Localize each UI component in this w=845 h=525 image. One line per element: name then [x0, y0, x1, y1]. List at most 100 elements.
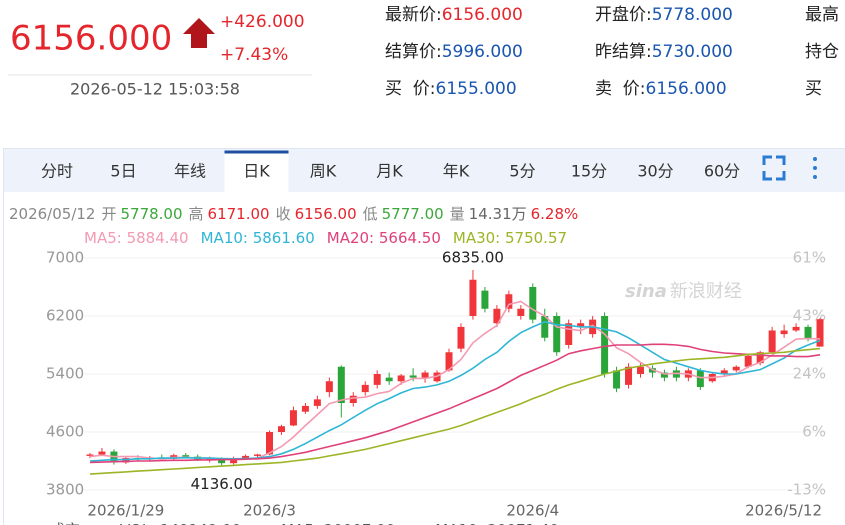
candle-body — [230, 458, 238, 464]
candle-body — [756, 352, 764, 364]
candle-body — [529, 287, 537, 320]
candle-body — [421, 372, 429, 378]
quote-field: 最高 — [805, 5, 839, 25]
volume-header: 成交 VOL: 149149.00 MA5: 20007.00 MA10: 20071… — [50, 521, 559, 525]
tab[interactable]: 年K — [443, 162, 470, 181]
field-value: 6155.000 — [436, 79, 517, 99]
candle-body — [804, 326, 812, 340]
ma-line — [89, 347, 821, 475]
y-tick-label: 6200 — [46, 307, 84, 325]
candle-body — [553, 316, 561, 353]
legend-entry: MA10: 5861.60 — [201, 229, 315, 247]
candle-body — [254, 454, 262, 456]
volume-field: VOL: 149149.00 — [120, 521, 241, 525]
candle-body — [349, 395, 357, 403]
info-value: 5777.00 — [382, 205, 444, 223]
candle-body — [625, 366, 633, 385]
info-value: 5778.00 — [120, 205, 182, 223]
candle-body — [445, 352, 453, 371]
x-tick-label: 2026/3 — [243, 502, 296, 520]
candle-body — [242, 455, 250, 459]
tab[interactable]: 15分 — [571, 162, 607, 181]
field-label: 开盘价: — [595, 5, 652, 25]
y2-tick-label: 61% — [793, 249, 826, 267]
info-value: 6171.00 — [208, 205, 270, 223]
field-value: 5730.000 — [652, 42, 733, 62]
candle-body — [301, 405, 309, 412]
candle-body — [481, 290, 489, 309]
field-label: 持仓 — [805, 42, 839, 62]
tab[interactable]: 日K — [243, 162, 270, 181]
quote-field: 卖 价:6156.000 — [595, 79, 727, 99]
active-tab — [224, 151, 289, 192]
info-label: 低 — [363, 205, 378, 223]
candle-body — [266, 432, 273, 455]
extreme-label: 6835.00 — [442, 248, 504, 266]
candle-body — [732, 366, 740, 371]
candle-body — [601, 316, 609, 374]
more-icon[interactable] — [813, 157, 817, 179]
field-label: 结算价: — [385, 42, 442, 62]
info-label: 高 — [189, 205, 204, 223]
last-price: 6156.000 — [10, 19, 172, 59]
x-tick-label: 2026/5/12 — [745, 502, 822, 520]
candle-body — [517, 308, 525, 316]
candle-body — [469, 279, 477, 316]
tab[interactable]: 5日 — [110, 162, 136, 181]
info-label: 开 — [101, 205, 116, 223]
tab[interactable]: 月K — [376, 162, 403, 181]
tab[interactable]: 5分 — [509, 162, 535, 181]
quote-field: 最新价:6156.000 — [385, 5, 523, 25]
candle-body — [493, 308, 501, 324]
legend-entry: MA30: 5750.57 — [453, 229, 567, 247]
watermark-text: 新浪财经 — [670, 281, 742, 302]
info-value: 6156.00 — [295, 205, 357, 223]
info-value: 6.28% — [531, 205, 579, 223]
tab[interactable]: 年线 — [174, 162, 206, 181]
candle-body — [98, 451, 106, 455]
candle-body — [816, 319, 824, 347]
candle-body — [337, 366, 345, 403]
field-value: 5996.000 — [442, 42, 523, 62]
candle-body — [277, 426, 285, 432]
candle-body — [409, 375, 417, 378]
candle-body — [313, 399, 321, 406]
field-value: 6156.000 — [646, 79, 727, 99]
field-value: 6156.000 — [442, 5, 523, 25]
candle-body — [289, 410, 297, 426]
candle-body — [86, 454, 94, 456]
y-tick-label: 4600 — [46, 423, 84, 441]
candle-body — [218, 458, 226, 464]
candle-body — [792, 326, 800, 331]
watermark-logo: sina — [625, 281, 667, 302]
y2-tick-label: 6% — [802, 423, 826, 441]
tab[interactable]: 分时 — [41, 162, 73, 181]
tab[interactable]: 周K — [310, 162, 337, 181]
tab[interactable]: 30分 — [637, 162, 673, 181]
candle-body — [373, 374, 381, 385]
info-label: 量 — [450, 205, 465, 223]
candle-body — [613, 370, 621, 389]
ma-line — [89, 320, 821, 462]
legend-entry: MA5: 5884.40 — [84, 229, 189, 247]
quote-field: 持仓 — [805, 42, 839, 62]
y-tick-label: 3800 — [46, 481, 84, 499]
candle-body — [720, 370, 728, 374]
tab[interactable]: 60分 — [704, 162, 740, 181]
watermark: sina 新浪财经 — [625, 281, 742, 302]
fullscreen-icon[interactable] — [762, 155, 786, 181]
field-label: 最高 — [805, 5, 839, 25]
quote-field: 开盘价:5778.000 — [595, 5, 733, 25]
y2-tick-label: 24% — [793, 365, 826, 383]
candle-body — [780, 330, 788, 335]
candle-body — [385, 377, 393, 382]
candle-body — [577, 323, 585, 327]
quote-time: 2026-05-12 15:03:58 — [70, 80, 240, 99]
field-value: 5778.000 — [652, 5, 733, 25]
field-label: 买 — [805, 79, 822, 99]
y2-tick-label: -13% — [787, 481, 826, 499]
y-tick-label: 7000 — [46, 249, 84, 267]
candle-body — [565, 323, 573, 345]
